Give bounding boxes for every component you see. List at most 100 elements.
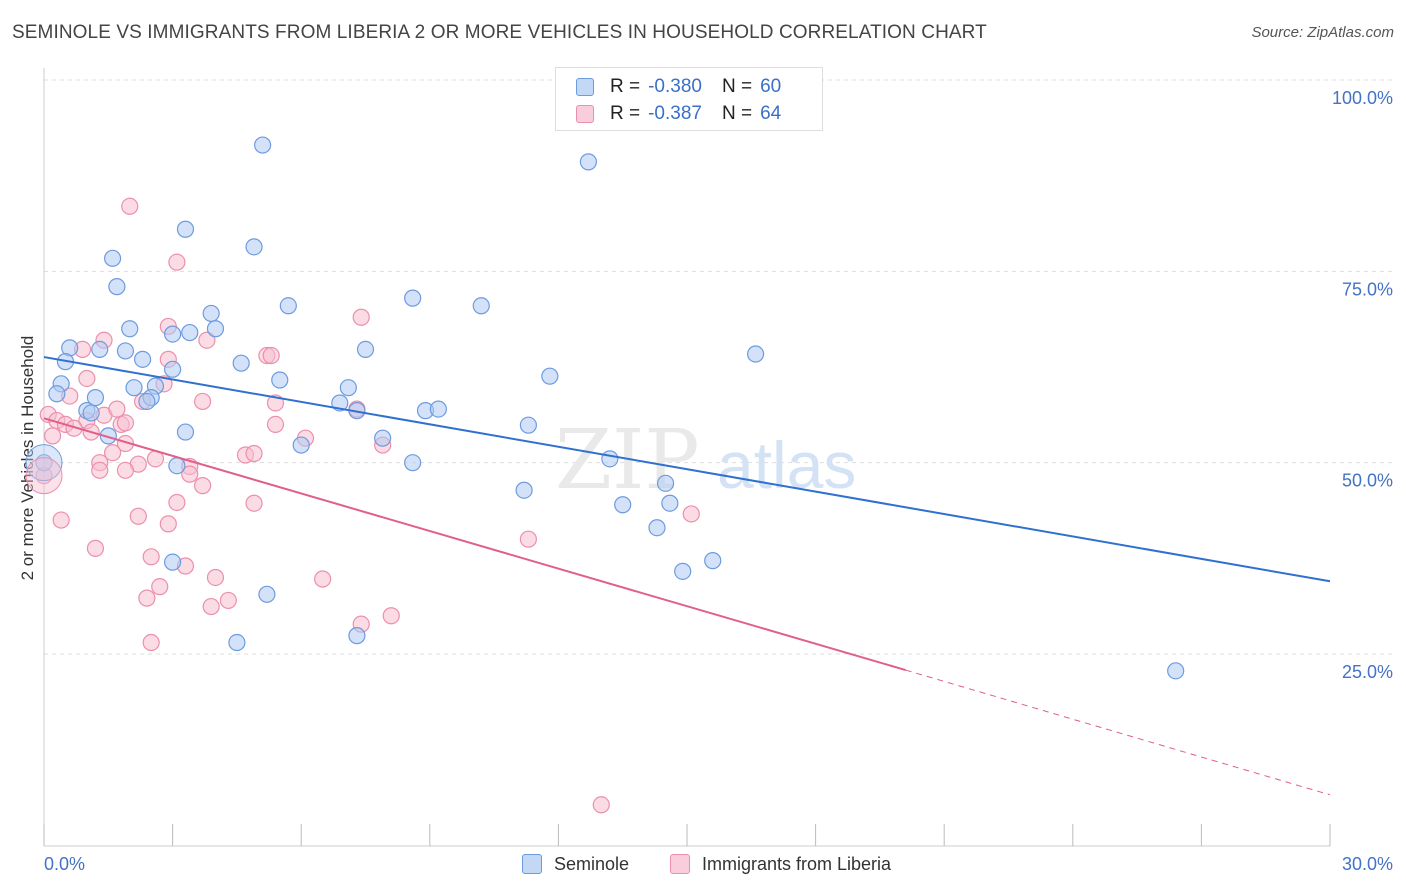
liberia-point — [245, 494, 263, 512]
liberia-point — [142, 548, 160, 566]
seminole-point — [164, 360, 182, 378]
liberia-point — [168, 493, 186, 512]
liberia-point — [266, 415, 285, 433]
liberia-point — [65, 419, 83, 437]
liberia-point — [129, 507, 147, 525]
liberia-point — [159, 515, 177, 533]
x-tick-label-max: 30.0% — [1342, 854, 1393, 874]
seminole-point — [91, 340, 109, 358]
liberia-trend-line — [43, 417, 906, 672]
seminole-point — [125, 379, 143, 397]
seminole-point — [356, 340, 375, 358]
seminole-point — [99, 427, 117, 445]
liberia-point — [592, 796, 610, 814]
trend-lines — [43, 356, 1331, 796]
liberia-point — [116, 414, 135, 432]
seminole-point — [374, 429, 392, 447]
correlation-legend: R = -0.380 N = 60 R = -0.387 N = 64 — [555, 67, 823, 131]
liberia-point — [245, 444, 263, 463]
seminole-point — [35, 454, 53, 472]
seminole-point — [254, 136, 272, 154]
seminole-legend-swatch — [522, 854, 542, 874]
liberia-point — [181, 465, 199, 483]
legend-row-liberia: R = -0.387 N = 64 — [576, 103, 781, 125]
liberia-point — [262, 346, 280, 365]
liberia-point — [168, 253, 186, 271]
seminole-trend-line — [43, 356, 1331, 583]
seminole-point — [176, 423, 195, 441]
seminole-point — [472, 297, 490, 315]
liberia-point — [138, 589, 156, 607]
tick-labels: 25.0% 50.0% 75.0% 100.0% 0.0% 30.0% — [44, 88, 1393, 874]
seminole-point — [82, 404, 100, 422]
liberia-point — [219, 591, 237, 610]
chart-title: SEMINOLE VS IMMIGRANTS FROM LIBERIA 2 OR… — [12, 22, 987, 43]
liberia-point — [78, 369, 96, 388]
seminole-point — [661, 494, 679, 512]
seminole-point — [674, 562, 692, 580]
seminole-point — [108, 278, 126, 296]
liberia-point — [194, 477, 212, 495]
y-tick-label: 50.0% — [1342, 471, 1393, 491]
liberia-point — [151, 578, 169, 596]
seminole-point — [541, 367, 559, 385]
seminole-point — [601, 450, 619, 468]
seminole-point — [48, 385, 66, 403]
liberia-point — [142, 633, 160, 652]
watermark: ZIP atlas — [555, 413, 856, 508]
seminole-point-large — [25, 444, 63, 482]
watermark-atlas: atlas — [717, 428, 856, 502]
seminole-point — [168, 457, 186, 475]
chart-source: Source: ZipAtlas.com — [1251, 24, 1394, 41]
liberia-point — [86, 539, 105, 557]
liberia-swatch — [576, 105, 594, 123]
seminole-point — [429, 400, 447, 418]
legend-row-seminole: R = -0.380 N = 60 — [576, 76, 781, 98]
legend-n-label: N = — [721, 76, 753, 97]
legend-r-value: -0.387 — [648, 103, 702, 124]
seminole-point — [279, 297, 297, 315]
legend-r-label: R = — [610, 103, 641, 124]
seminole-point — [614, 496, 632, 514]
bottom-legend-liberia: Immigrants from Liberia — [670, 852, 891, 876]
seminole-point — [116, 342, 135, 360]
liberia-trend-extension — [905, 669, 1331, 796]
liberia-point — [116, 461, 135, 479]
liberia-point — [519, 530, 537, 548]
seminole-point — [164, 553, 182, 571]
seminole-point — [181, 323, 199, 342]
seminole-point — [164, 325, 182, 343]
seminole-point — [704, 552, 722, 570]
seminole-point — [176, 220, 195, 238]
seminole-point — [258, 585, 276, 603]
liberia-point — [52, 511, 70, 529]
y-tick-label: 100.0% — [1332, 88, 1393, 108]
seminole-point — [515, 481, 533, 499]
watermark-zip: ZIP — [555, 413, 700, 508]
seminole-point — [1167, 662, 1185, 680]
seminole-point — [404, 454, 422, 472]
liberia-point — [352, 308, 370, 326]
legend-r-value: -0.380 — [648, 76, 702, 97]
bottom-legend-seminole: Seminole — [522, 852, 629, 876]
seminole-point — [202, 304, 220, 323]
legend-n-label: N = — [721, 103, 753, 124]
data-points — [25, 136, 1185, 814]
liberia-point-large — [25, 457, 63, 495]
x-tick-label-min: 0.0% — [44, 854, 85, 874]
seminole-point — [206, 320, 225, 338]
seminole-point — [138, 392, 156, 411]
legend-r-label: R = — [610, 76, 641, 97]
seminole-point — [656, 474, 675, 492]
liberia-legend-label: Immigrants from Liberia — [702, 853, 892, 874]
seminole-point — [404, 289, 422, 307]
seminole-point — [245, 238, 263, 256]
seminole-point — [232, 354, 250, 372]
legend-n-value: 60 — [760, 76, 782, 97]
liberia-point — [194, 392, 212, 411]
liberia-point — [108, 400, 126, 418]
liberia-legend-swatch — [670, 854, 690, 874]
liberia-point — [43, 427, 62, 445]
y-tick-label: 25.0% — [1342, 662, 1393, 682]
seminole-point — [519, 416, 537, 434]
